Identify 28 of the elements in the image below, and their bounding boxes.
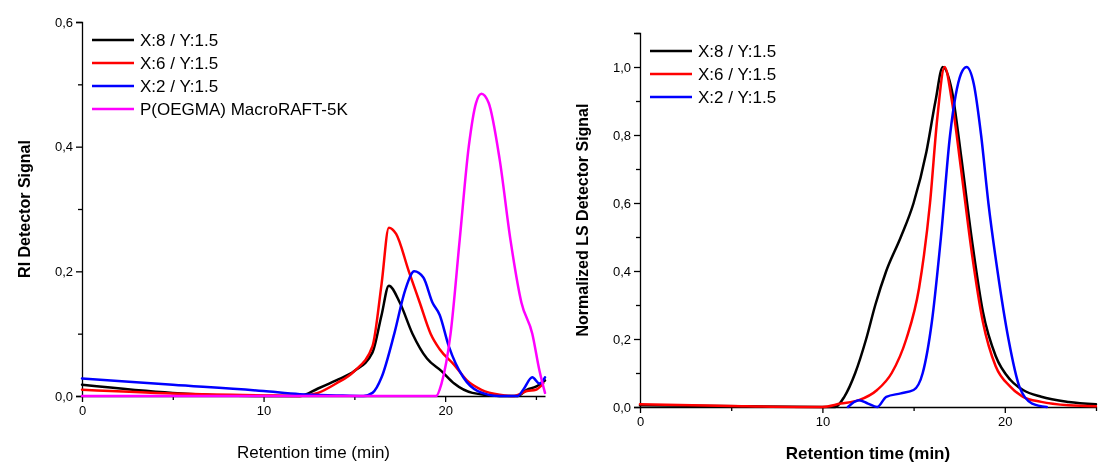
- y-tick-label: 0,0: [54, 388, 73, 404]
- y-tick-label: 0,6: [612, 195, 631, 211]
- y-axis-title: RI Detector Signal: [16, 140, 33, 278]
- x-tick-label: 10: [815, 413, 831, 429]
- legend-label: X:8 / Y:1.5: [140, 31, 219, 50]
- x-tick-label: 20: [998, 413, 1013, 429]
- y-tick-label: 0,0: [612, 399, 631, 415]
- y-tick-label: 0,4: [612, 263, 631, 279]
- y-axis-title: Normalized LS Detector Signal: [574, 103, 591, 337]
- x-tick-label: 10: [256, 402, 272, 418]
- x-axis-title: Retention time (min): [785, 444, 951, 463]
- y-tick-label: 0,2: [54, 263, 73, 279]
- y-tick-label: 0,4: [54, 139, 73, 155]
- y-tick-label: 0,8: [612, 127, 631, 143]
- legend-label: P(OEGMA) MacroRAFT-5K: [140, 100, 349, 119]
- x-tick-label: 0: [78, 402, 87, 418]
- legend-label: X:6 / Y:1.5: [140, 54, 219, 73]
- y-tick-label: 1,0: [612, 59, 631, 75]
- line-series: [846, 65, 1048, 409]
- legend-label: X:8 / Y:1.5: [698, 42, 777, 61]
- y-tick-label: 0,6: [54, 14, 73, 30]
- x-axis-title: Retention time (min): [236, 443, 391, 462]
- x-tick-label: 0: [636, 413, 645, 429]
- x-tick-label: 20: [438, 402, 453, 418]
- legend-label: X:2 / Y:1.5: [140, 77, 219, 96]
- y-tick-label: 0,2: [612, 331, 631, 347]
- legend-label: X:2 / Y:1.5: [698, 88, 777, 107]
- legend-label: X:6 / Y:1.5: [698, 65, 777, 84]
